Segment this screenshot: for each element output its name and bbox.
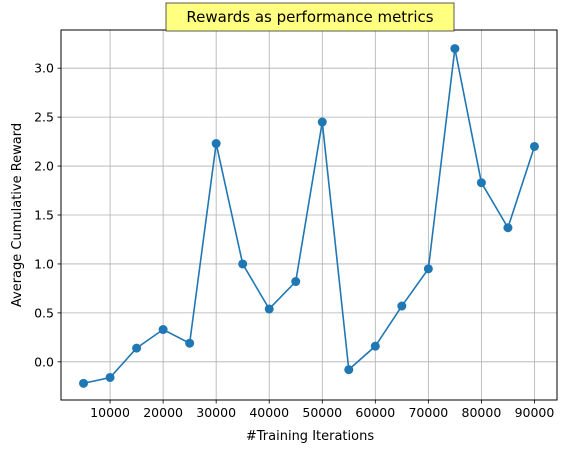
data-point	[105, 372, 115, 382]
data-point	[344, 365, 354, 375]
data-point	[450, 44, 460, 54]
data-point	[264, 304, 274, 314]
data-point	[370, 341, 380, 351]
y-tick-label: 2.0	[34, 159, 54, 174]
data-point	[132, 343, 142, 353]
data-point	[158, 325, 168, 335]
y-tick-label: 2.5	[34, 110, 54, 125]
title-box	[165, 2, 455, 32]
y-tick-label: 3.0	[34, 61, 54, 76]
x-tick-label: 60000	[355, 405, 395, 420]
x-tick-label: 90000	[515, 405, 555, 420]
data-point	[317, 117, 327, 127]
data-point	[211, 139, 221, 149]
data-point	[185, 338, 195, 348]
data-point	[476, 178, 486, 188]
y-tick-label: 1.5	[34, 208, 54, 223]
data-point	[79, 378, 89, 388]
y-tick-label: 0.0	[34, 354, 54, 369]
x-tick-label: 70000	[408, 405, 448, 420]
data-point	[423, 264, 433, 274]
y-tick-label: 0.5	[34, 305, 54, 320]
data-point	[397, 301, 407, 311]
x-tick-label: 20000	[143, 405, 183, 420]
data-point	[529, 141, 539, 151]
y-tick-label: 1.0	[34, 256, 54, 271]
x-tick-label: 50000	[302, 405, 342, 420]
x-tick-label: 40000	[249, 405, 289, 420]
chart-title: Rewards as performance metrics	[165, 2, 455, 32]
data-point	[238, 259, 248, 269]
series-cumulative-reward	[79, 44, 539, 388]
x-axis-label: #Training Iterations	[246, 429, 374, 444]
chart-title-text: Rewards as performance metrics	[186, 8, 433, 26]
x-tick-label: 10000	[90, 405, 130, 420]
y-axis-ticks: 0.0 0.5 1.0 1.5 2.0 2.5 3.0	[34, 61, 61, 369]
y-axis-label: Average Cumulative Reward	[10, 123, 25, 307]
series-line	[83, 48, 536, 385]
x-tick-label: 30000	[196, 405, 236, 420]
grid-lines	[61, 30, 557, 400]
data-point	[503, 223, 513, 233]
data-point	[291, 277, 301, 287]
x-tick-label: 80000	[462, 405, 502, 420]
x-axis-ticks: 10000 20000 30000 40000 50000 60000 70000 80000…	[90, 400, 554, 420]
